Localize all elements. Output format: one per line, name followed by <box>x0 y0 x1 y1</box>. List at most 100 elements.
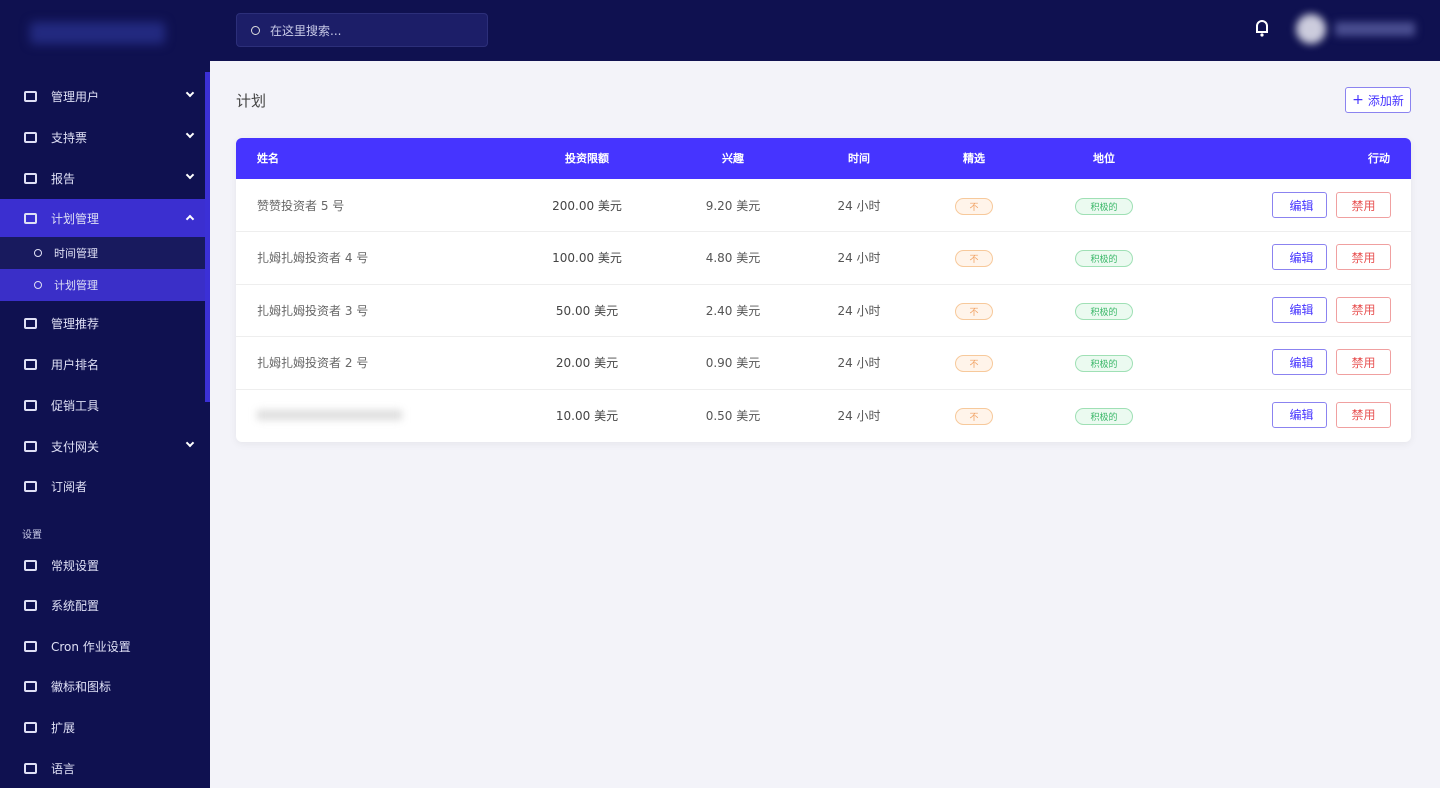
featured-badge: 不 <box>955 355 993 373</box>
status-badge: 积极的 <box>1075 407 1133 425</box>
menu-item[interactable]: 系统配置 <box>0 587 205 625</box>
column-header: 精选 <box>963 152 985 165</box>
add-label: 添加新 <box>1367 93 1404 108</box>
menu-label: 促销工具 <box>51 398 100 413</box>
menu-label: 报告 <box>51 171 76 186</box>
page-title: 计划 <box>236 92 267 110</box>
menu-item[interactable]: Cron 作业设置 <box>0 627 205 665</box>
menu-item[interactable]: 促销工具 <box>0 386 205 424</box>
featured-badge: 不 <box>955 407 993 425</box>
column-header: 投资限额 <box>565 152 609 165</box>
edit-button[interactable]: 编辑 <box>1272 244 1327 271</box>
column-header: 地位 <box>1093 152 1115 165</box>
menu-label: 支付网关 <box>51 439 100 454</box>
submenu-item[interactable]: 计划管理 <box>0 269 205 301</box>
menu-item[interactable]: 支持票 <box>0 118 205 156</box>
logo <box>30 22 165 44</box>
menu-item[interactable]: 管理用户 <box>0 77 205 115</box>
sidebar: 管理用户 支持票 报告 计划管理 时间管理 计划管理 管理推荐 用户排名 促销工具 支付网关 订阅者… <box>0 0 210 788</box>
disable-label: 禁用 <box>1351 250 1376 265</box>
cell-limit: 10.00 美元 <box>555 408 619 423</box>
menu-icon <box>24 317 37 329</box>
chevron-icon <box>185 214 195 224</box>
menu-label: Cron 作业设置 <box>51 639 131 654</box>
cell-interest: 9.20 美元 <box>705 199 761 213</box>
cell-interest: 0.90 美元 <box>705 356 761 371</box>
menu-item[interactable]: 订阅者 <box>0 467 205 505</box>
table-header <box>236 138 1411 179</box>
edit-button[interactable]: 编辑 <box>1272 401 1327 428</box>
menu-item[interactable]: 语言 <box>0 749 205 787</box>
add-button[interactable]: + 添加新 <box>1345 87 1411 113</box>
cell-limit: 50.00 美元 <box>555 303 619 318</box>
column-header: 行动 <box>1368 152 1390 165</box>
bell-icon[interactable] <box>1255 19 1269 37</box>
user-avatar[interactable] <box>1296 14 1326 44</box>
disable-label: 禁用 <box>1351 355 1376 370</box>
submenu-dot <box>34 281 42 289</box>
menu-icon <box>24 721 37 733</box>
edit-label: 编辑 <box>1289 198 1314 213</box>
menu-item[interactable]: 用户排名 <box>0 345 205 383</box>
menu-item[interactable]: 计划管理 <box>0 199 205 237</box>
menu-item[interactable]: 徽标和图标 <box>0 668 205 706</box>
menu-label: 管理推荐 <box>51 316 100 331</box>
menu-icon <box>24 762 37 774</box>
status-badge: 积极的 <box>1075 250 1133 268</box>
menu-icon <box>24 640 37 652</box>
search-box[interactable]: 在这里搜索... <box>236 13 488 47</box>
menu-item[interactable]: 报告 <box>0 159 205 197</box>
featured-badge: 不 <box>955 302 993 320</box>
cell-limit: 20.00 美元 <box>555 356 619 371</box>
menu-label: 系统配置 <box>51 599 100 614</box>
cell-limit: 200.00 美元 <box>552 199 622 213</box>
menu-icon <box>24 440 37 452</box>
column-header: 时间 <box>848 152 870 165</box>
row-divider <box>236 336 1411 338</box>
menu-item[interactable]: 常规设置 <box>0 546 205 584</box>
disable-button[interactable]: 禁用 <box>1336 401 1391 428</box>
menu-icon <box>24 681 37 693</box>
submenu-item[interactable]: 时间管理 <box>0 237 205 269</box>
status-badge: 积极的 <box>1075 302 1133 320</box>
menu-label: 用户排名 <box>51 357 100 372</box>
chevron-icon <box>185 88 195 98</box>
submenu-dot <box>34 249 42 257</box>
menu-label: 支持票 <box>51 130 88 145</box>
edit-label: 编辑 <box>1289 408 1314 423</box>
disable-button[interactable]: 禁用 <box>1336 296 1391 323</box>
cell-time: 24 小时 <box>837 303 881 318</box>
edit-button[interactable]: 编辑 <box>1272 192 1327 218</box>
disable-button[interactable]: 禁用 <box>1336 349 1391 376</box>
disable-label: 禁用 <box>1351 408 1376 423</box>
menu-item[interactable]: 管理推荐 <box>0 304 205 342</box>
edit-button[interactable]: 编辑 <box>1272 349 1327 376</box>
plans-table: 姓名 投资限额 兴趣 时间 精选 地位 行动 赞赞投资者 5 号 200.00 美元 9.20 美… <box>236 138 1411 442</box>
submenu-label: 计划管理 <box>54 279 98 292</box>
row-divider <box>236 231 1411 233</box>
chevron-icon <box>185 170 195 180</box>
row-divider <box>236 388 1411 390</box>
menu-label: 管理用户 <box>51 89 100 104</box>
menu-icon <box>24 600 37 612</box>
edit-button[interactable]: 编辑 <box>1272 296 1327 323</box>
chevron-icon <box>185 129 195 139</box>
edit-label: 编辑 <box>1289 355 1314 370</box>
disable-button[interactable]: 禁用 <box>1336 244 1391 271</box>
cell-time: 24 小时 <box>837 251 881 266</box>
menu-label: 徽标和图标 <box>51 680 112 695</box>
status-badge: 积极的 <box>1075 355 1133 373</box>
featured-badge: 不 <box>955 198 993 215</box>
disable-button[interactable]: 禁用 <box>1336 192 1391 218</box>
cell-interest: 2.40 美元 <box>705 303 761 318</box>
cell-time: 24 小时 <box>837 199 881 213</box>
menu-item[interactable]: 支付网关 <box>0 427 205 465</box>
featured-badge: 不 <box>955 250 993 268</box>
scroll-indicator <box>205 72 210 402</box>
plan-name: 扎姆扎姆投资者 2 号 <box>257 356 369 371</box>
blurred-name <box>257 409 402 420</box>
menu-item[interactable]: 扩展 <box>0 708 205 746</box>
menu-icon <box>24 480 37 492</box>
cell-limit: 100.00 美元 <box>552 251 622 266</box>
user-name[interactable] <box>1335 22 1415 36</box>
